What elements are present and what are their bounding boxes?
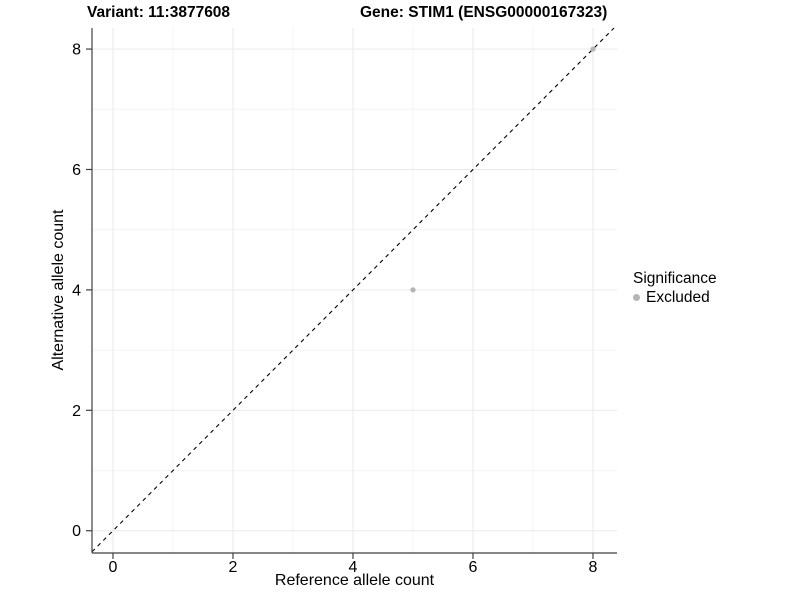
legend-item-label: Excluded [646, 289, 710, 306]
x-tick-label: 4 [349, 559, 358, 576]
y-tick-label: 6 [72, 162, 81, 179]
data-point [590, 46, 596, 52]
legend-title: Significance [633, 270, 717, 287]
x-tick-label: 0 [109, 559, 118, 576]
y-tick-label: 8 [72, 42, 81, 59]
y-tick-label: 0 [72, 523, 81, 540]
plot-title-gene: Gene: STIM1 (ENSG00000167323) [360, 4, 608, 21]
identity-line [91, 27, 615, 553]
plot-title-variant: Variant: 11:3877608 [87, 4, 231, 21]
x-axis-title: Reference allele count [274, 572, 435, 589]
x-tick-label: 2 [229, 559, 238, 576]
legend-dot-icon [633, 294, 640, 301]
y-tick-label: 2 [72, 403, 81, 420]
x-tick-label: 8 [589, 559, 598, 576]
y-axis-title: Alternative allele count [50, 209, 67, 371]
legend-item-excluded: Excluded [633, 288, 717, 307]
legend: Significance Excluded [633, 269, 717, 307]
x-tick-label: 6 [469, 559, 478, 576]
y-tick-label: 4 [72, 282, 81, 299]
data-point [410, 287, 416, 293]
